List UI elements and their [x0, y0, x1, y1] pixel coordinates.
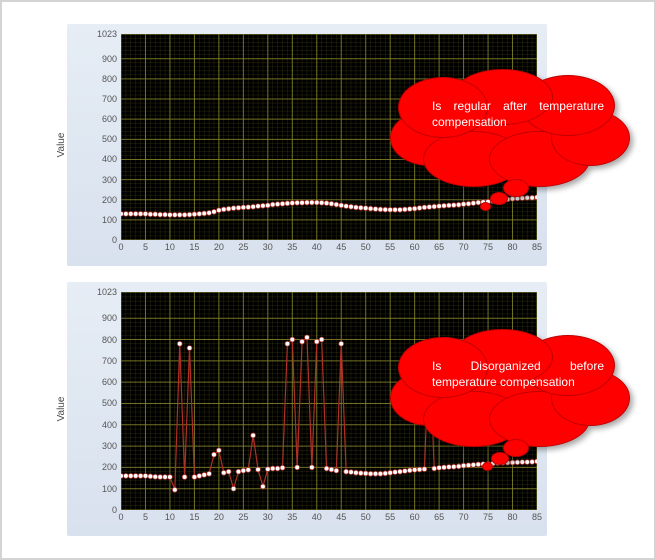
x-tick: 80 — [508, 242, 518, 252]
callout-bottom-text: Is Disorganized before temperature compe… — [424, 358, 612, 390]
x-tick: 25 — [238, 242, 248, 252]
x-tick: 80 — [508, 512, 518, 522]
y-tick: 500 — [102, 398, 117, 408]
page: Value 0100200300400500600700800900102305… — [0, 0, 656, 560]
x-tick: 50 — [361, 512, 371, 522]
x-tick: 35 — [287, 512, 297, 522]
y-tick: 400 — [102, 154, 117, 164]
y-tick: 100 — [102, 215, 117, 225]
x-tick: 5 — [143, 512, 148, 522]
x-tick: 50 — [361, 242, 371, 252]
x-tick: 25 — [238, 512, 248, 522]
x-tick: 40 — [312, 512, 322, 522]
x-tick: 75 — [483, 512, 493, 522]
y-tick: 300 — [102, 175, 117, 185]
y-tick: 300 — [102, 441, 117, 451]
y-tick: 700 — [102, 94, 117, 104]
y-tick: 100 — [102, 484, 117, 494]
y-axis-label-top: Value — [56, 133, 67, 158]
x-tick: 60 — [410, 242, 420, 252]
x-tick: 15 — [189, 242, 199, 252]
x-tick: 70 — [459, 512, 469, 522]
x-tick: 65 — [434, 512, 444, 522]
x-tick: 70 — [459, 242, 469, 252]
y-tick: 900 — [102, 54, 117, 64]
y-axis-label-bottom: Value — [56, 397, 67, 422]
x-tick: 30 — [263, 242, 273, 252]
x-tick: 0 — [118, 512, 123, 522]
x-tick: 15 — [189, 512, 199, 522]
callout-bottom: Is Disorganized before temperature compe… — [402, 334, 622, 442]
x-tick: 55 — [385, 242, 395, 252]
callout-top-text: Is regular after temperature compensatio… — [424, 98, 612, 130]
x-tick: 55 — [385, 512, 395, 522]
y-tick: 400 — [102, 420, 117, 430]
x-tick: 75 — [483, 242, 493, 252]
x-tick: 20 — [214, 512, 224, 522]
x-tick: 30 — [263, 512, 273, 522]
x-tick: 10 — [165, 512, 175, 522]
y-tick: 200 — [102, 462, 117, 472]
y-tick: 500 — [102, 134, 117, 144]
y-tick: 1023 — [97, 29, 117, 39]
y-tick: 600 — [102, 114, 117, 124]
y-tick: 600 — [102, 377, 117, 387]
callout-top: Is regular after temperature compensatio… — [402, 74, 622, 182]
y-tick: 1023 — [97, 287, 117, 297]
x-tick: 85 — [532, 512, 542, 522]
y-tick: 0 — [112, 235, 117, 245]
x-tick: 5 — [143, 242, 148, 252]
y-tick: 700 — [102, 356, 117, 366]
x-tick: 40 — [312, 242, 322, 252]
y-tick: 900 — [102, 313, 117, 323]
x-tick: 10 — [165, 242, 175, 252]
x-tick: 45 — [336, 512, 346, 522]
y-tick: 200 — [102, 195, 117, 205]
x-tick: 65 — [434, 242, 444, 252]
x-tick: 20 — [214, 242, 224, 252]
y-tick: 800 — [102, 74, 117, 84]
x-tick: 45 — [336, 242, 346, 252]
x-tick: 85 — [532, 242, 542, 252]
y-tick: 800 — [102, 335, 117, 345]
x-tick: 60 — [410, 512, 420, 522]
y-tick: 0 — [112, 505, 117, 515]
x-tick: 0 — [118, 242, 123, 252]
x-tick: 35 — [287, 242, 297, 252]
